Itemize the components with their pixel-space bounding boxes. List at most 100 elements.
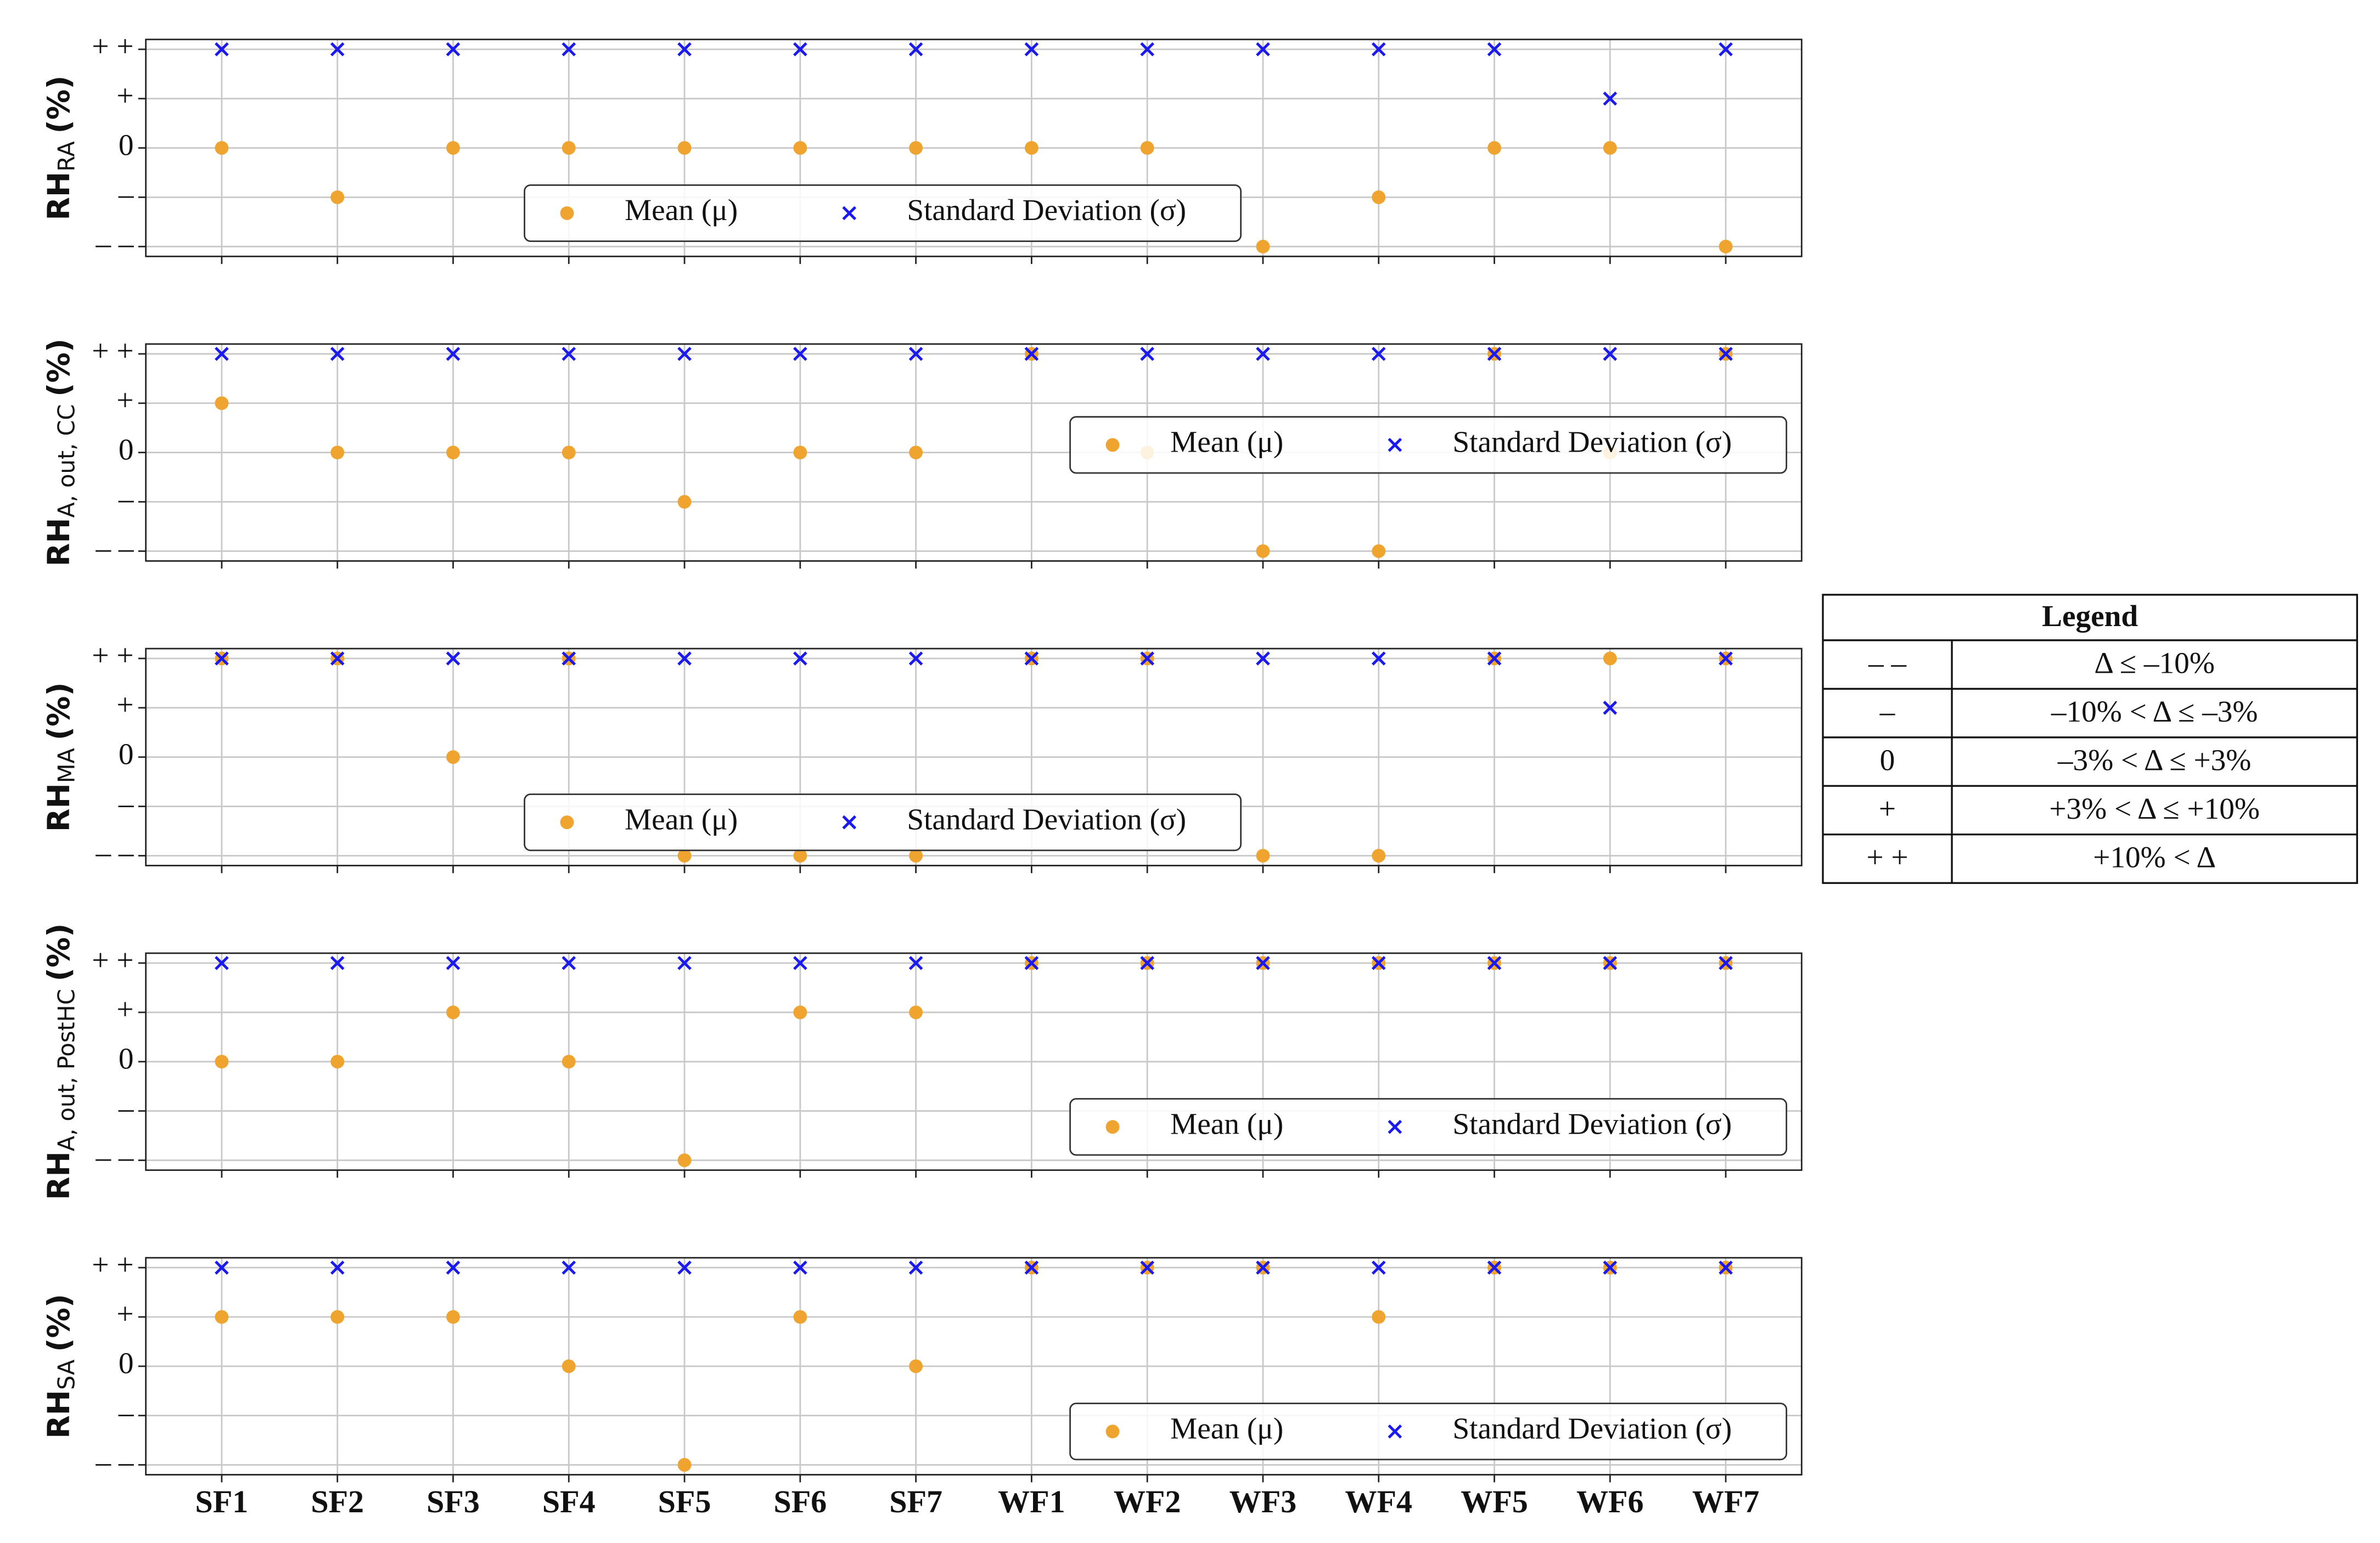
mean-marker xyxy=(330,446,345,460)
x-tick-label: WF3 xyxy=(1230,1484,1297,1519)
sd-marker xyxy=(330,651,345,666)
y-tick-label: – – xyxy=(95,1445,134,1478)
mean-marker xyxy=(677,141,692,155)
mean-marker xyxy=(1603,651,1617,666)
mean-marker xyxy=(330,190,345,204)
table-symbol: – – xyxy=(1868,646,1907,680)
panel: – – – 0 + + + RHMA (%) Mean (μ) Standard Deviati… xyxy=(42,639,1803,874)
legend-marker xyxy=(842,206,857,221)
sd-marker xyxy=(1024,651,1039,666)
y-tick-label: 0 xyxy=(119,1347,134,1380)
mean-marker xyxy=(562,1359,576,1373)
sd-marker xyxy=(908,956,923,970)
y-tick-label: + + xyxy=(92,30,133,63)
sd-marker xyxy=(1371,1260,1386,1275)
mean-marker xyxy=(1603,141,1617,155)
y-tick-label: – xyxy=(118,177,134,211)
legend: Mean (μ) Standard Deviation (σ) xyxy=(1069,1403,1788,1461)
sd-marker xyxy=(330,42,345,57)
sd-marker xyxy=(446,651,461,666)
y-label-main: RH xyxy=(42,172,77,221)
y-tick-label: – xyxy=(118,1091,134,1124)
sd-marker xyxy=(1603,347,1618,361)
mean-marker xyxy=(1372,849,1386,863)
x-tick-label: WF5 xyxy=(1461,1484,1528,1519)
sd-marker xyxy=(215,956,229,970)
sd-marker xyxy=(677,956,692,970)
plot-frame xyxy=(145,647,1803,866)
sd-marker xyxy=(1603,91,1618,106)
sd-marker xyxy=(1371,956,1386,970)
sd-marker xyxy=(330,1260,345,1275)
mean-marker xyxy=(677,1153,692,1167)
mean-marker xyxy=(793,1310,807,1324)
mean-marker xyxy=(215,1310,229,1324)
legend-marker xyxy=(1105,1120,1120,1134)
sd-marker xyxy=(562,347,576,361)
mean-marker xyxy=(446,750,460,764)
sd-marker xyxy=(1719,651,1733,666)
table-condition: +10% < Δ xyxy=(2093,840,2216,874)
mean-marker xyxy=(1256,849,1270,863)
legend-label: Standard Deviation (σ) xyxy=(907,802,1186,836)
mean-marker xyxy=(446,1310,460,1324)
y-tick-label: + xyxy=(116,383,133,416)
y-tick-label: – – xyxy=(95,836,134,869)
sd-marker xyxy=(1140,956,1154,970)
legend-marker xyxy=(1388,1424,1402,1439)
legend-marker xyxy=(1388,1119,1402,1134)
sd-marker xyxy=(1603,701,1618,715)
y-label-unit: (%) xyxy=(42,923,77,982)
mean-marker xyxy=(1256,544,1270,558)
y-axis-label: RHSA (%) xyxy=(42,1294,80,1439)
x-tick-label: WF7 xyxy=(1692,1484,1760,1519)
y-tick-label: – – xyxy=(95,227,134,260)
y-label-main: RH xyxy=(42,1390,77,1439)
sd-marker xyxy=(1603,956,1618,970)
legend-box xyxy=(1069,1403,1788,1461)
legend-label: Mean (μ) xyxy=(1170,1411,1283,1445)
sd-marker xyxy=(446,347,461,361)
sd-marker xyxy=(677,1260,692,1275)
sd-marker xyxy=(1719,347,1733,361)
sd-marker xyxy=(446,42,461,57)
y-tick-label: – – xyxy=(95,531,134,565)
legend-label: Mean (μ) xyxy=(1170,1107,1283,1140)
y-tick-label: + xyxy=(116,688,133,722)
table-condition: Δ ≤ –10% xyxy=(2094,646,2214,680)
y-label-main: RH xyxy=(42,1151,77,1200)
legend-label: Standard Deviation (σ) xyxy=(1452,1107,1732,1140)
legend-marker xyxy=(560,206,574,220)
sd-marker xyxy=(793,956,807,970)
mean-marker xyxy=(446,446,460,460)
x-tick-label: SF7 xyxy=(889,1484,942,1519)
legend-marker xyxy=(1105,438,1120,452)
sd-marker xyxy=(330,347,345,361)
sd-marker xyxy=(1371,347,1386,361)
sd-marker xyxy=(562,651,576,666)
y-tick-label: + + xyxy=(92,639,133,672)
sd-marker xyxy=(793,347,807,361)
sd-marker xyxy=(1487,42,1502,57)
table-symbol: 0 xyxy=(1880,743,1895,776)
y-tick-label: – xyxy=(118,1395,134,1429)
mean-marker xyxy=(793,849,807,863)
x-tick-label: SF4 xyxy=(542,1484,596,1519)
sd-marker xyxy=(1719,956,1733,970)
table-condition: +3% < Δ ≤ +10% xyxy=(2049,792,2260,825)
mean-marker xyxy=(909,1005,923,1020)
y-label-main: RH xyxy=(42,518,77,567)
x-tick-label: WF4 xyxy=(1345,1484,1412,1519)
y-tick-label: – xyxy=(118,786,134,820)
sd-marker xyxy=(446,956,461,970)
y-label-sub: RA xyxy=(54,141,80,172)
mean-marker xyxy=(562,1055,576,1069)
table-condition: –3% < Δ ≤ +3% xyxy=(2057,743,2251,776)
plot-frame xyxy=(145,1257,1803,1476)
y-tick-label: – – xyxy=(95,1140,134,1174)
legend-label: Standard Deviation (σ) xyxy=(907,193,1186,227)
panel: – – – 0 + + + RHA, out, PostHC (%) Mean (μ) Stan… xyxy=(42,923,1803,1200)
sd-marker xyxy=(1024,956,1039,970)
sd-marker xyxy=(793,1260,807,1275)
